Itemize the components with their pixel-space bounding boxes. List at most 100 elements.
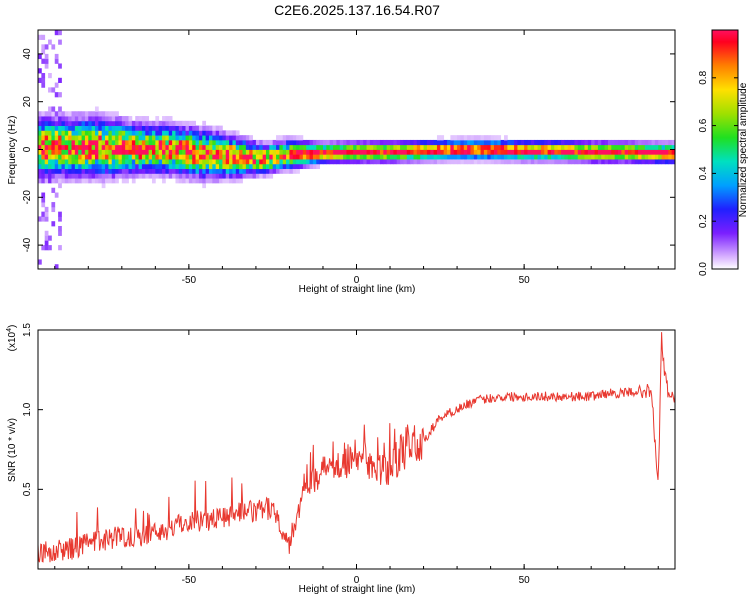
heatmap-cell <box>44 245 49 251</box>
heatmap-cell <box>245 168 250 174</box>
heatmap-cell <box>88 135 93 141</box>
heatmap-cell <box>162 130 166 136</box>
heatmap-cell <box>128 159 133 165</box>
heatmap-cell <box>182 125 186 131</box>
heatmap-cell <box>175 139 180 146</box>
colorbar-tick-label: 0.0 <box>698 262 709 276</box>
heatmap-cell <box>574 139 579 146</box>
heatmap-cell <box>135 139 139 146</box>
heatmap-cell <box>58 77 62 83</box>
heatmap-cell <box>202 139 207 146</box>
heatmap-cell <box>84 173 89 179</box>
heatmap-cell <box>618 139 622 146</box>
heatmap-cell <box>356 154 361 160</box>
heatmap-cell <box>105 163 109 170</box>
heatmap-cell <box>185 130 190 136</box>
heatmap-cell <box>554 154 559 160</box>
heatmap-cell <box>299 135 304 141</box>
heatmap-cell <box>504 154 508 160</box>
heatmap-cell <box>276 135 280 141</box>
heatmap-cell <box>41 197 46 203</box>
heatmap-cell <box>527 159 532 165</box>
heatmap-cell <box>245 135 250 141</box>
heatmap-cell <box>644 154 649 160</box>
heatmap-cell <box>544 144 548 150</box>
heatmap-cell <box>58 149 62 155</box>
heatmap-cell <box>302 139 307 146</box>
heatmap-cell <box>215 173 220 179</box>
heatmap-cell <box>235 159 240 165</box>
heatmap-cell <box>172 120 176 126</box>
heatmap-cell <box>54 111 59 117</box>
heatmap-cell <box>436 149 441 155</box>
heatmap-cell <box>158 120 163 126</box>
heatmap-cell <box>393 159 398 165</box>
heatmap-cell <box>195 149 200 155</box>
heatmap-cell <box>115 120 119 126</box>
heatmap-cell <box>41 245 46 251</box>
heatmap-cell <box>614 154 619 160</box>
heatmap-cell <box>299 163 304 170</box>
heatmap-cell <box>490 139 495 146</box>
heatmap-cell <box>212 168 217 174</box>
heatmap-cell <box>41 154 46 160</box>
heatmap-cell <box>131 130 136 136</box>
heatmap-cell <box>433 154 438 160</box>
heatmap-cell <box>232 163 237 170</box>
heatmap-cell <box>121 178 126 184</box>
heatmap-cell <box>38 178 42 184</box>
heatmap-cell <box>58 111 62 117</box>
heatmap-cell <box>215 130 220 136</box>
heatmap-cell <box>490 144 495 150</box>
heatmap-cell <box>202 120 207 126</box>
heatmap-cell <box>41 58 46 64</box>
heatmap-cell <box>151 120 156 126</box>
heatmap-cell <box>229 154 233 160</box>
heatmap-cell <box>265 144 270 150</box>
heatmap-cell <box>185 144 190 150</box>
heatmap-cell <box>410 154 414 160</box>
heatmap-cell <box>433 144 438 150</box>
heatmap-cell <box>208 149 213 155</box>
heatmap-cell <box>624 139 629 146</box>
heatmap-cell <box>316 163 321 170</box>
heatmap-cell <box>279 144 284 150</box>
heatmap-cell <box>480 159 485 165</box>
heatmap-cell <box>71 168 76 174</box>
heatmap-cell <box>212 149 217 155</box>
heatmap-cell <box>403 159 408 165</box>
heatmap-cell <box>101 173 106 179</box>
heatmap-cell <box>312 159 317 165</box>
heatmap-cell <box>175 159 180 165</box>
heatmap-cell <box>631 139 636 146</box>
heatmap-cell <box>504 139 508 146</box>
heatmap-cell <box>205 159 210 165</box>
heatmap-cell <box>594 149 599 155</box>
heatmap-cell <box>259 144 264 150</box>
heatmap-cell <box>71 144 76 150</box>
heatmap-cell <box>41 34 46 40</box>
heatmap-cell <box>105 116 109 122</box>
heatmap-cell <box>101 182 106 189</box>
heatmap-cell <box>44 154 49 160</box>
heatmap-cell <box>54 116 59 122</box>
heatmap-cell <box>118 130 123 136</box>
heatmap-cell <box>386 149 391 155</box>
heatmap-cell <box>188 139 193 146</box>
heatmap-cell <box>638 144 642 150</box>
heatmap-cell <box>64 154 69 160</box>
heatmap-cell <box>148 135 153 141</box>
heatmap-cell <box>510 159 515 165</box>
heatmap-cell <box>386 139 391 146</box>
heatmap-cell <box>162 144 166 150</box>
heatmap-cell <box>500 159 505 165</box>
x-tick-label: 50 <box>519 275 531 286</box>
heatmap-cell <box>41 163 46 170</box>
heatmap-cell <box>101 116 106 122</box>
heatmap-cell <box>312 144 317 150</box>
heatmap-cell <box>249 168 253 174</box>
heatmap-cell <box>460 149 465 155</box>
heatmap-cell <box>158 139 163 146</box>
heatmap-cell <box>584 154 589 160</box>
heatmap-cell <box>621 139 626 146</box>
